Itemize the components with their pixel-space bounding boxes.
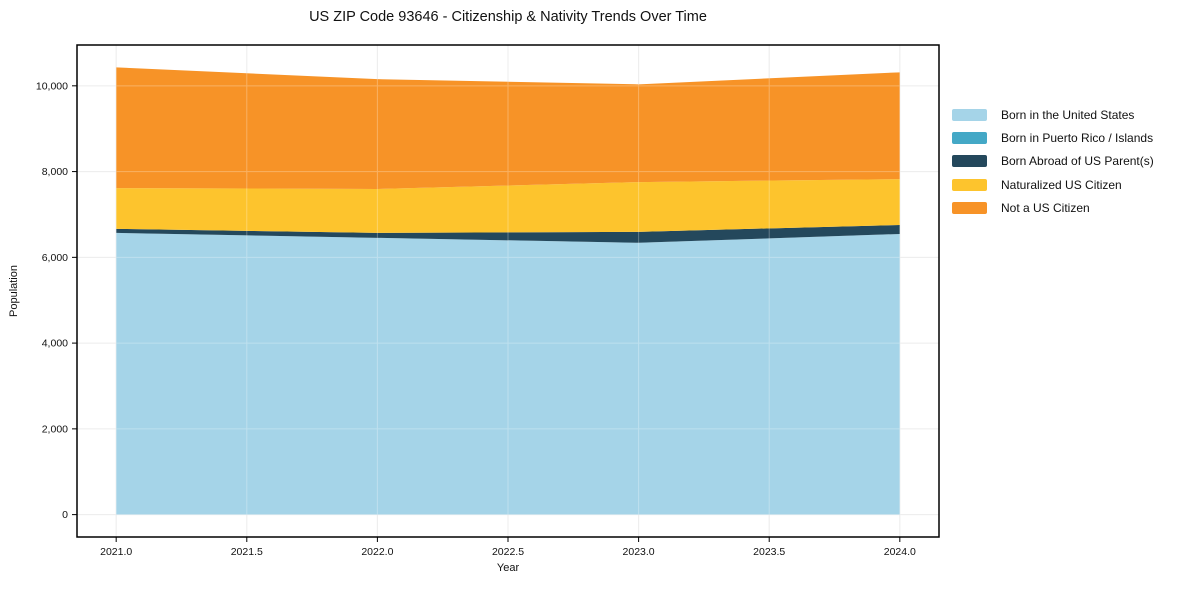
tick-labels: 2021.0 2021.5 2022.0 2022.5 2023.0 2023.5 2024… [36,80,916,558]
legend-swatch-icon [952,132,987,145]
area-naturalized-us-citizen [116,179,900,233]
y-tick-label: 0 [62,509,68,521]
legend-label: Born in Puerto Rico / Islands [1001,131,1154,146]
legend: Born in the United States Born in Puerto … [952,103,1154,220]
chart-title: US ZIP Code 93646 - Citizenship & Nativi… [309,9,707,25]
area-born-in-the-united-states [116,232,900,515]
legend-item-born-abroad-of-us-parent-s: Born Abroad of US Parent(s) [952,150,1154,173]
x-axis-label: Year [496,562,520,574]
legend-label: Not a US Citizen [1001,201,1090,216]
legend-item-born-in-the-united-states: Born in the United States [952,103,1154,126]
legend-swatch-icon [952,108,987,121]
legend-item-not-a-us-citizen: Not a US Citizen [952,197,1154,220]
y-tick-label: 4,000 [42,338,68,350]
legend-label: Born in the United States [1001,107,1135,122]
x-tick-label: 2023.5 [753,546,785,558]
area-not-a-us-citizen [116,67,900,189]
legend-item-naturalized-us-citizen: Naturalized US Citizen [952,173,1154,196]
x-tick-label: 2023.0 [623,546,655,558]
legend-label: Naturalized US Citizen [1001,177,1122,192]
legend-swatch-icon [952,178,987,191]
x-tick-label: 2024.0 [884,546,916,558]
y-axis-label: Population [8,265,20,317]
gridlines-overlay [77,45,939,537]
x-tick-label: 2022.0 [361,546,393,558]
ticks [72,85,901,542]
y-tick-label: 6,000 [42,252,68,264]
legend-label: Born Abroad of US Parent(s) [1001,154,1154,169]
x-tick-label: 2021.5 [231,546,263,558]
y-tick-label: 10,000 [36,80,68,92]
legend-swatch-icon [952,155,987,168]
y-tick-label: 8,000 [42,166,68,178]
area-born-abroad-of-us-parent-s [116,224,900,243]
y-tick-label: 2,000 [42,423,68,435]
legend-item-born-in-puerto-rico-islands: Born in Puerto Rico / Islands [952,126,1154,149]
legend-swatch-icon [952,202,987,215]
x-tick-label: 2022.5 [492,546,524,558]
x-tick-label: 2021.0 [100,546,132,558]
